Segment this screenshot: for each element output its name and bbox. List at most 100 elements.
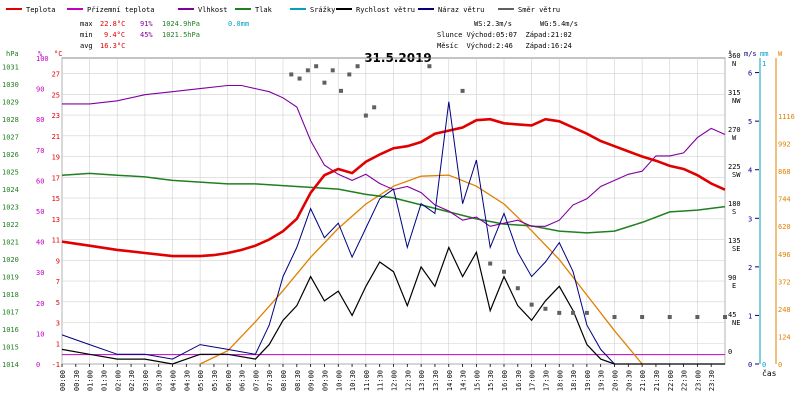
wind-direction-point: [529, 302, 534, 307]
x-tick-label: 14:00: [446, 370, 454, 391]
ms-axis-title: m/s: [744, 50, 757, 58]
degc-tick-label: 9: [56, 257, 60, 265]
x-tick-label: 03:00: [142, 370, 150, 391]
pct-tick-label: 0: [36, 361, 40, 369]
ms-tick-label: 3: [748, 215, 752, 223]
wind-direction-point: [460, 88, 465, 93]
pct-tick-label: 70: [36, 147, 44, 155]
stat-max-press: 1024.9hPa: [162, 20, 200, 28]
x-axis-label: čas: [762, 368, 777, 378]
stats-block: max 22.8°C 91% 1024.9hPa 0.0mm min 9.4°C…: [80, 20, 249, 50]
x-tick-label: 23:30: [708, 370, 716, 391]
wind-direction-point: [305, 68, 310, 73]
legend-label: Směr větru: [518, 6, 560, 14]
dir-tick-name: SE: [732, 245, 740, 253]
x-tick-label: 07:30: [266, 370, 274, 391]
stat-min-temp: 9.4°C: [104, 31, 125, 39]
wind-speed-line: [61, 245, 725, 365]
x-tick-label: 19:00: [584, 370, 592, 391]
wind-direction-point: [612, 315, 617, 319]
pct-axis-title: %: [38, 50, 43, 58]
x-tick-label: 13:00: [418, 370, 426, 391]
series-layer: [61, 64, 727, 365]
hpa-tick-label: 1028: [2, 116, 19, 124]
hpa-tick-label: 1024: [2, 186, 19, 194]
solar-tick-label: 0: [778, 361, 782, 369]
moon-info: Měsíc Východ:2:46 Západ:16:24: [437, 42, 572, 50]
degc-tick-label: 19: [52, 154, 60, 162]
pct-tick-label: 80: [36, 116, 44, 124]
mm-tick-label: 1: [762, 60, 766, 68]
legend-label: Tlak: [255, 6, 273, 14]
axes: hPa% °C1031103010291028102710261025102410…: [2, 50, 795, 391]
hpa-tick-label: 1026: [2, 151, 19, 159]
x-tick-label: 09:00: [308, 370, 316, 391]
stat-max-label: max: [80, 20, 93, 28]
wind-speed-info: WS:2.3m/s: [474, 20, 512, 28]
x-tick-label: 08:30: [294, 370, 302, 391]
dir-tick-label: 270: [728, 126, 741, 134]
solar-tick-label: 372: [778, 278, 791, 286]
x-tick-label: 01:00: [87, 370, 95, 391]
dir-tick-label: 135: [728, 237, 741, 245]
x-tick-label: 10:00: [335, 370, 343, 391]
wind-direction-point: [322, 80, 327, 85]
x-tick-label: 17:00: [529, 370, 537, 391]
wind-direction-point: [584, 310, 589, 315]
dir-tick-label: 45: [728, 311, 736, 319]
wind-direction-point: [557, 310, 562, 315]
hpa-tick-label: 1017: [2, 309, 19, 317]
x-tick-label: 12:30: [404, 370, 412, 391]
x-tick-label: 00:00: [59, 370, 67, 391]
ms-tick-label: 4: [748, 167, 752, 175]
x-tick-label: 05:30: [211, 370, 219, 391]
wind-direction-point: [314, 64, 319, 69]
wind-direction-point: [330, 68, 335, 73]
stat-avg-label: avg: [80, 42, 93, 50]
x-tick-label: 08:00: [280, 370, 288, 391]
wind-direction-point: [488, 261, 493, 266]
hpa-tick-label: 1029: [2, 99, 19, 107]
x-tick-label: 13:30: [432, 370, 440, 391]
x-tick-label: 15:30: [487, 370, 495, 391]
wind-direction-point: [667, 315, 672, 319]
x-tick-label: 00:30: [73, 370, 81, 391]
dir-tick-name: N: [732, 60, 736, 68]
wind-direction-point: [640, 315, 645, 319]
x-tick-label: 11:00: [363, 370, 371, 391]
degc-tick-label: 23: [52, 112, 60, 120]
ms-tick-label: 0: [748, 361, 752, 369]
x-tick-label: 09:30: [321, 370, 329, 391]
stat-min-label: min: [80, 31, 93, 39]
x-tick-label: 18:00: [556, 370, 564, 391]
pct-tick-label: 40: [36, 239, 44, 247]
grid: [61, 57, 726, 365]
stat-min-press: 1021.5hPa: [162, 31, 200, 39]
hpa-tick-label: 1031: [2, 64, 19, 72]
degc-tick-label: 13: [52, 216, 60, 224]
x-tick-label: 16:00: [501, 370, 509, 391]
hpa-tick-label: 1014: [2, 361, 19, 369]
x-tick-label: 02:00: [114, 370, 122, 391]
x-tick-label: 21:00: [639, 370, 647, 391]
hpa-tick-label: 1025: [2, 169, 19, 177]
ms-tick-label: 5: [748, 118, 752, 126]
x-tick-label: 12:00: [391, 370, 399, 391]
wind-gust-line: [61, 101, 725, 365]
x-tick-label: 16:30: [515, 370, 523, 391]
dir-tick-name: W: [732, 134, 737, 142]
solar-tick-label: 496: [778, 251, 791, 259]
wind-direction-point: [297, 76, 302, 81]
x-tick-label: 14:30: [460, 370, 468, 391]
degc-tick-label: 7: [56, 278, 60, 286]
degc-tick-label: 27: [52, 71, 60, 79]
legend-label: Přízemní teplota: [87, 6, 154, 14]
x-tick-label: 15:00: [473, 370, 481, 391]
solar-tick-label: 744: [778, 196, 791, 204]
pct-tick-label: 50: [36, 208, 44, 216]
legend: Teplota Přízemní teplota Vlhkost Tlak Srážky…: [6, 6, 560, 14]
hpa-tick-label: 1016: [2, 326, 19, 334]
wind-direction-point: [571, 310, 576, 315]
stat-min-hum: 45%: [140, 31, 153, 39]
degc-tick-label: 15: [52, 195, 60, 203]
